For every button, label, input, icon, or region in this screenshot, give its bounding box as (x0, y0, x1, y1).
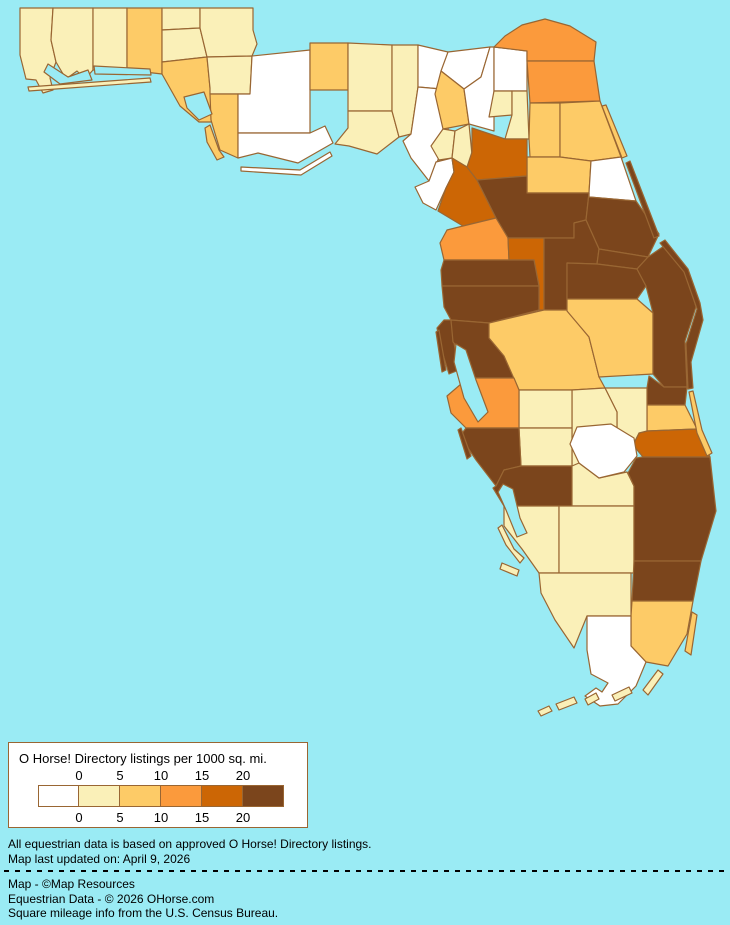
county-washington (161, 27, 208, 63)
legend-color-ramp (38, 785, 284, 807)
credit-data: Equestrian Data - © 2026 OHorse.com (8, 892, 215, 906)
county-orange (566, 262, 647, 300)
county-okaloosa (92, 7, 128, 71)
legend-ticks-top: 0 5 10 15 20 (38, 768, 284, 783)
st-johns-barrier-island (601, 104, 628, 159)
florida-keys (611, 686, 633, 702)
legend-title: O Horse! Directory listings per 1000 sq.… (19, 751, 267, 766)
legend-tick-10: 10 (153, 768, 169, 783)
st-joseph-spit (204, 124, 225, 161)
st-andrew-bay (183, 91, 213, 121)
legend-tick-15: 15 (194, 810, 210, 825)
county-duval (526, 60, 601, 104)
legend-swatch-10-15 (161, 785, 202, 807)
brevard-barrier-island (659, 239, 704, 390)
legend-swatch-0 (38, 785, 79, 807)
sanibel-island (499, 562, 520, 577)
county-jackson (199, 7, 258, 58)
credit-census: Square mileage info from the U.S. Census… (8, 906, 279, 920)
legend-tick-0: 0 (75, 810, 83, 825)
county-gulf (209, 93, 239, 159)
florida-keys (555, 696, 578, 711)
biscayne-barrier-island (684, 611, 698, 656)
florida-county-map (19, 7, 717, 717)
county-hernando (440, 259, 540, 287)
county-collier (538, 572, 632, 649)
choctawhatchee-bay (93, 65, 152, 76)
county-calhoun (206, 55, 253, 95)
county-baker (493, 46, 528, 92)
county-suwannee (434, 70, 470, 130)
sarasota-barrier-island (457, 427, 472, 460)
legend-tick-5: 5 (116, 810, 124, 825)
florida-keys (537, 705, 553, 717)
county-st-lucie (646, 404, 698, 432)
county-walton (126, 7, 163, 75)
legend-tick-15: 15 (194, 768, 210, 783)
note-disclaimer: All equestrian data is based on approved… (8, 837, 372, 851)
county-leon (347, 42, 393, 112)
legend-swatch-5-10 (120, 785, 161, 807)
legend-tick-0: 0 (75, 768, 83, 783)
apalachicola-barrier-island (240, 151, 333, 176)
hutchinson-barrier-island (688, 390, 713, 457)
county-broward (631, 560, 702, 602)
legend-tick-10: 10 (153, 810, 169, 825)
key-largo (642, 669, 664, 696)
county-escambia (19, 7, 57, 94)
county-nassau (493, 18, 597, 62)
pensacola-bay (43, 63, 93, 85)
county-hendry (558, 505, 635, 574)
santa-rosa-island (27, 77, 152, 92)
credit-map: Map - ©Map Resources (8, 877, 135, 891)
florida-keys (584, 692, 600, 706)
lake-okeechobee (569, 423, 638, 479)
county-putnam (526, 156, 592, 194)
county-osceola (566, 298, 654, 378)
county-franklin (237, 125, 334, 164)
legend-swatch-0-5 (79, 785, 120, 807)
legend-swatch-20+ (243, 785, 284, 807)
legend-tick-5: 5 (116, 768, 124, 783)
tampa-bay (453, 343, 489, 423)
charlotte-harbor (497, 483, 528, 538)
county-gadsden (309, 42, 349, 91)
county-citrus (439, 217, 510, 261)
note-updated: Map last updated on: April 9, 2026 (8, 852, 191, 866)
pinellas-barrier-island (435, 329, 447, 373)
county-wakulla (334, 110, 400, 155)
county-holmes (161, 7, 201, 31)
legend-swatch-15-20 (202, 785, 243, 807)
county-palm-beach (627, 456, 717, 562)
county-desoto (518, 427, 573, 467)
county-clay (528, 102, 561, 158)
legend-tick-20: 20 (235, 810, 251, 825)
legend: O Horse! Directory listings per 1000 sq.… (8, 742, 308, 828)
dashed-separator (4, 870, 726, 872)
lee-barrier-islands (497, 524, 525, 564)
legend-tick-20: 20 (235, 768, 251, 783)
county-santa-rosa (50, 7, 94, 80)
county-hardee (518, 389, 573, 429)
volusia-barrier-island (625, 160, 660, 239)
legend-ticks-bottom: 0 5 10 15 20 (38, 810, 284, 825)
